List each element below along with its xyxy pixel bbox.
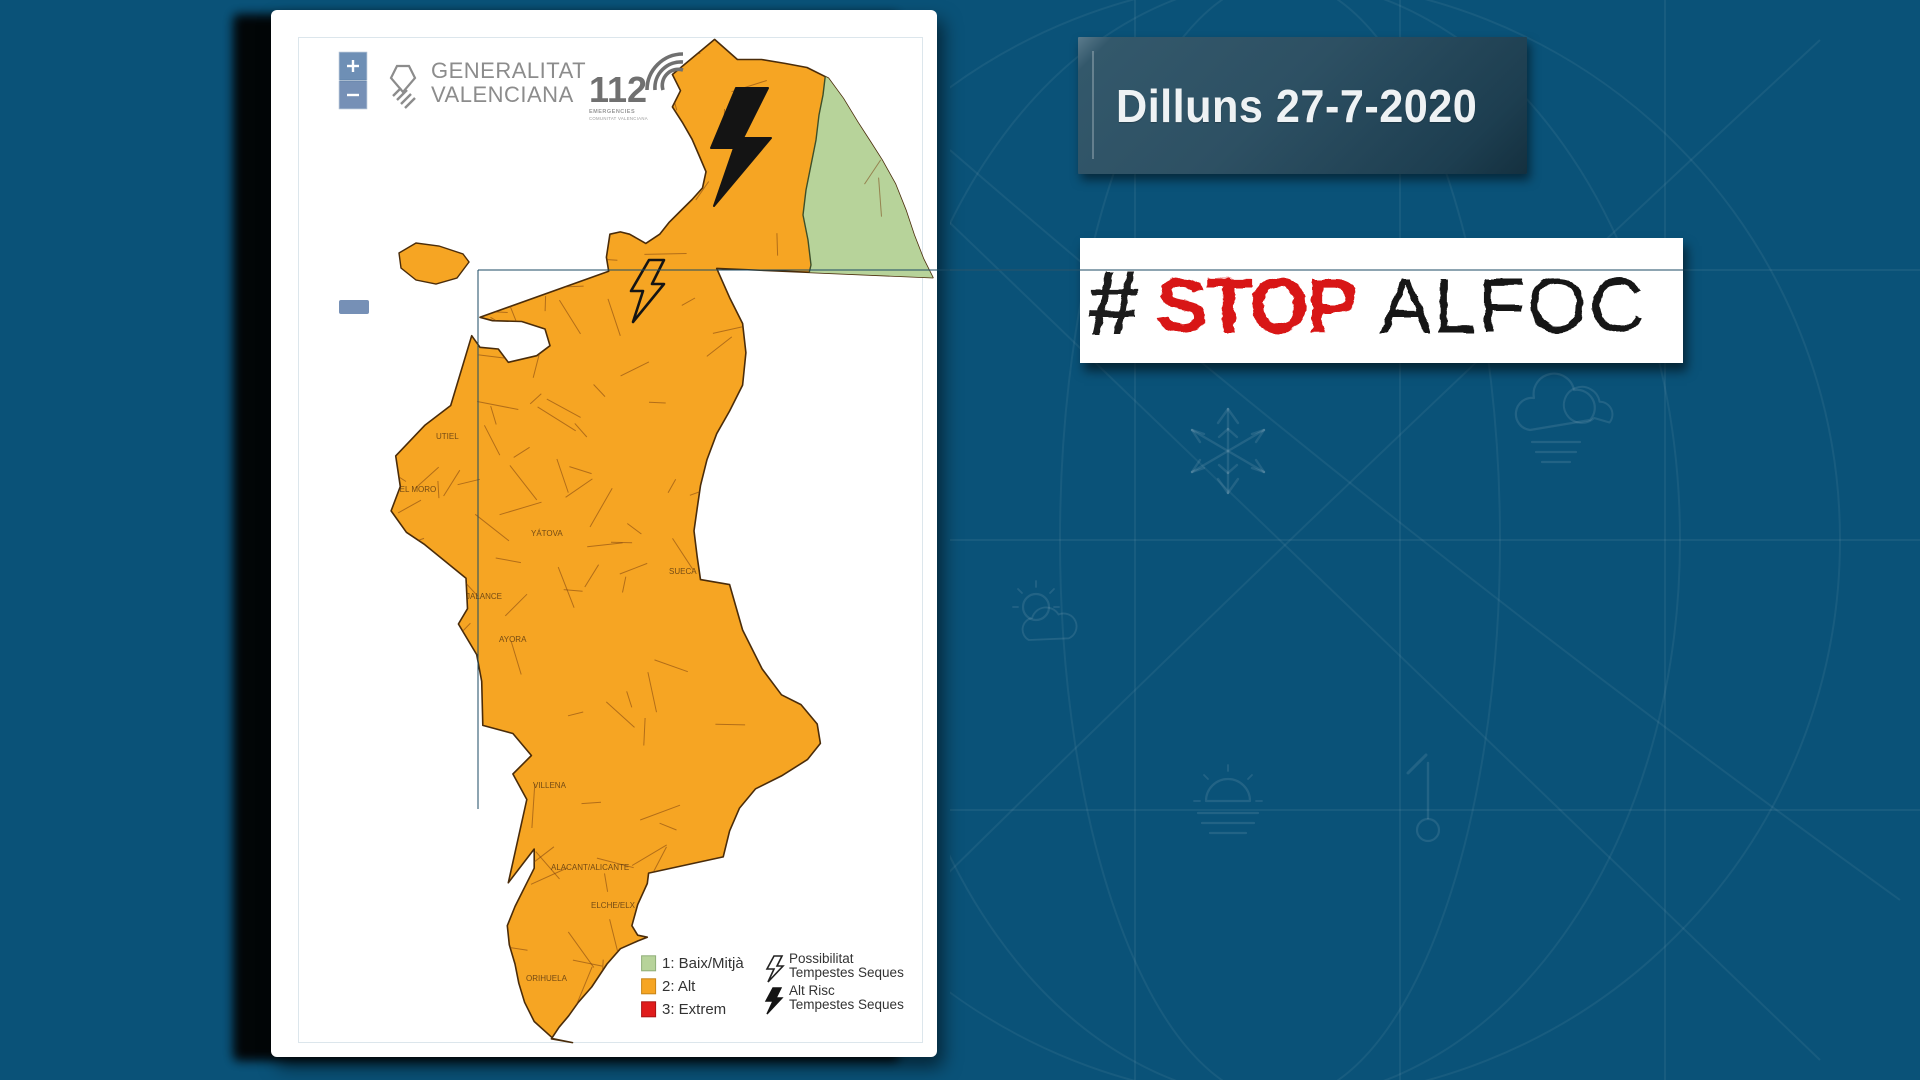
svg-text:1: Baix/Mitjà: 1: Baix/Mitjà xyxy=(662,955,744,972)
svg-text:3: Extrem: 3: Extrem xyxy=(662,1001,726,1018)
svg-text:COMUNITAT VALENCIANA: COMUNITAT VALENCIANA xyxy=(589,116,648,121)
svg-text:Possibilitat: Possibilitat xyxy=(789,951,854,966)
svg-text:Alt Risc: Alt Risc xyxy=(789,983,835,998)
svg-text:Tempestes Seques: Tempestes Seques xyxy=(789,965,904,980)
svg-text:EMERGENCIES: EMERGENCIES xyxy=(589,109,635,115)
svg-text:STOP: STOP xyxy=(1156,263,1356,349)
svg-text:VENTA DEL MORO: VENTA DEL MORO xyxy=(366,485,436,494)
svg-text:#: # xyxy=(1088,252,1139,354)
svg-text:AYORA: AYORA xyxy=(499,635,527,644)
svg-text:SUECA: SUECA xyxy=(669,567,697,576)
svg-text:JALANCE: JALANCE xyxy=(466,592,502,601)
svg-text:GENERALITAT: GENERALITAT xyxy=(431,58,586,83)
svg-text:UTIEL: UTIEL xyxy=(436,432,459,441)
svg-text:ALFOC: ALFOC xyxy=(1380,263,1647,349)
svg-text:112: 112 xyxy=(589,69,647,110)
svg-text:ORIHUELA: ORIHUELA xyxy=(526,974,568,983)
svg-text:2: Alt: 2: Alt xyxy=(662,978,696,995)
svg-text:VALENCIANA: VALENCIANA xyxy=(431,82,574,107)
svg-text:ELCHE/ELX: ELCHE/ELX xyxy=(591,901,636,910)
svg-text:YÁTOVA: YÁTOVA xyxy=(531,529,563,538)
svg-text:ALACANT/ALICANTE: ALACANT/ALICANTE xyxy=(551,863,629,872)
svg-text:Tempestes Seques: Tempestes Seques xyxy=(789,997,904,1012)
svg-text:VILLENA: VILLENA xyxy=(533,781,567,790)
